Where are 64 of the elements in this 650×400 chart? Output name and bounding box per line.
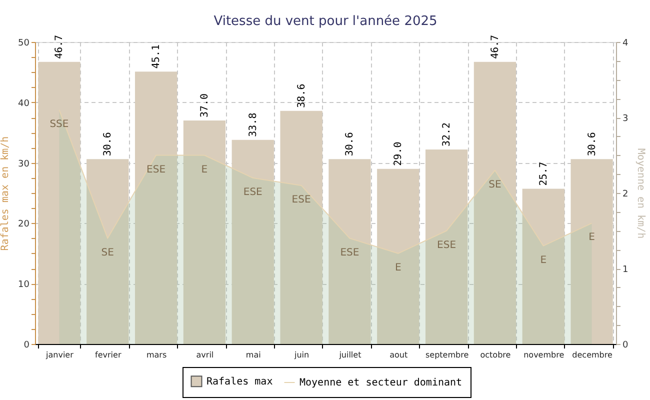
data-label: SE (488, 179, 502, 190)
y2-tick-label: 4 (622, 38, 628, 48)
x-tick-label: decembre (572, 350, 612, 360)
y2-tick-label: 3 (622, 114, 628, 124)
bar (570, 159, 613, 344)
data-label: 46.7 (490, 34, 501, 59)
data-label: E (394, 262, 402, 274)
bar (425, 150, 468, 344)
data-label: 33.8 (248, 112, 259, 137)
data-label: SSE (50, 118, 69, 130)
bar (183, 120, 226, 344)
y-tick-label: 50 (18, 38, 30, 48)
data-label: 30.6 (102, 132, 114, 156)
bar (328, 159, 371, 344)
data-label: E (540, 254, 547, 266)
x-tick-label: septembre (425, 350, 469, 360)
chart-title: Vitesse du vent pour l'année 2025 (214, 14, 438, 29)
data-label: E (201, 164, 208, 176)
y2-tick-label: 2 (622, 190, 628, 200)
y-tick-label: 30 (18, 159, 30, 170)
data-label: 29.0 (393, 142, 404, 166)
bar (232, 140, 274, 344)
x-tick-label: juin (293, 350, 310, 360)
bar (280, 110, 322, 344)
x-tick-label: aout (390, 350, 408, 360)
bar (474, 62, 516, 344)
data-label: 46.7 (54, 34, 66, 59)
x-tick-label: mai (246, 350, 261, 360)
data-label: ESE (243, 186, 262, 198)
bar (86, 159, 129, 344)
data-label: E (588, 232, 595, 244)
data-label: ESE (437, 240, 456, 251)
bar (377, 168, 420, 344)
bar (134, 72, 178, 344)
y-tick-label: 20 (18, 220, 30, 230)
y-tick-label: 0 (24, 340, 30, 350)
y-tick-label: 40 (18, 98, 30, 109)
x-tick-label: fevrier (95, 350, 122, 360)
y-axis-title: Rafales max en km/h (0, 136, 12, 251)
x-tick-label: mars (146, 350, 167, 360)
data-label: 45.1 (151, 44, 162, 69)
data-label: 30.6 (344, 132, 356, 156)
data-label: ESE (146, 164, 166, 176)
y2-tick-label: 1 (622, 265, 628, 275)
y2-tick-label: 0 (622, 340, 628, 350)
x-tick-label: novembre (524, 350, 564, 360)
bar (522, 188, 564, 344)
data-label: 30.6 (586, 132, 598, 156)
y-tick-label: 10 (18, 280, 30, 290)
data-label: SE (101, 247, 114, 258)
x-tick-label: janvier (45, 350, 74, 360)
legend-label: Moyenne et secteur dominant (300, 378, 462, 388)
x-tick-label: octobre (480, 350, 511, 360)
data-label: 37.0 (199, 93, 210, 118)
data-label: 32.2 (442, 122, 453, 147)
data-label: ESE (340, 247, 360, 258)
x-tick-label: avril (196, 350, 214, 360)
legend-label: Rafales max (206, 376, 273, 388)
y2-axis-title: Moyenne en km/h (635, 148, 646, 239)
x-tick-label: juillet (338, 350, 362, 360)
data-label: ESE (292, 194, 311, 206)
data-label: 25.7 (538, 162, 550, 186)
bar (38, 62, 80, 344)
data-label: 38.6 (296, 84, 308, 108)
